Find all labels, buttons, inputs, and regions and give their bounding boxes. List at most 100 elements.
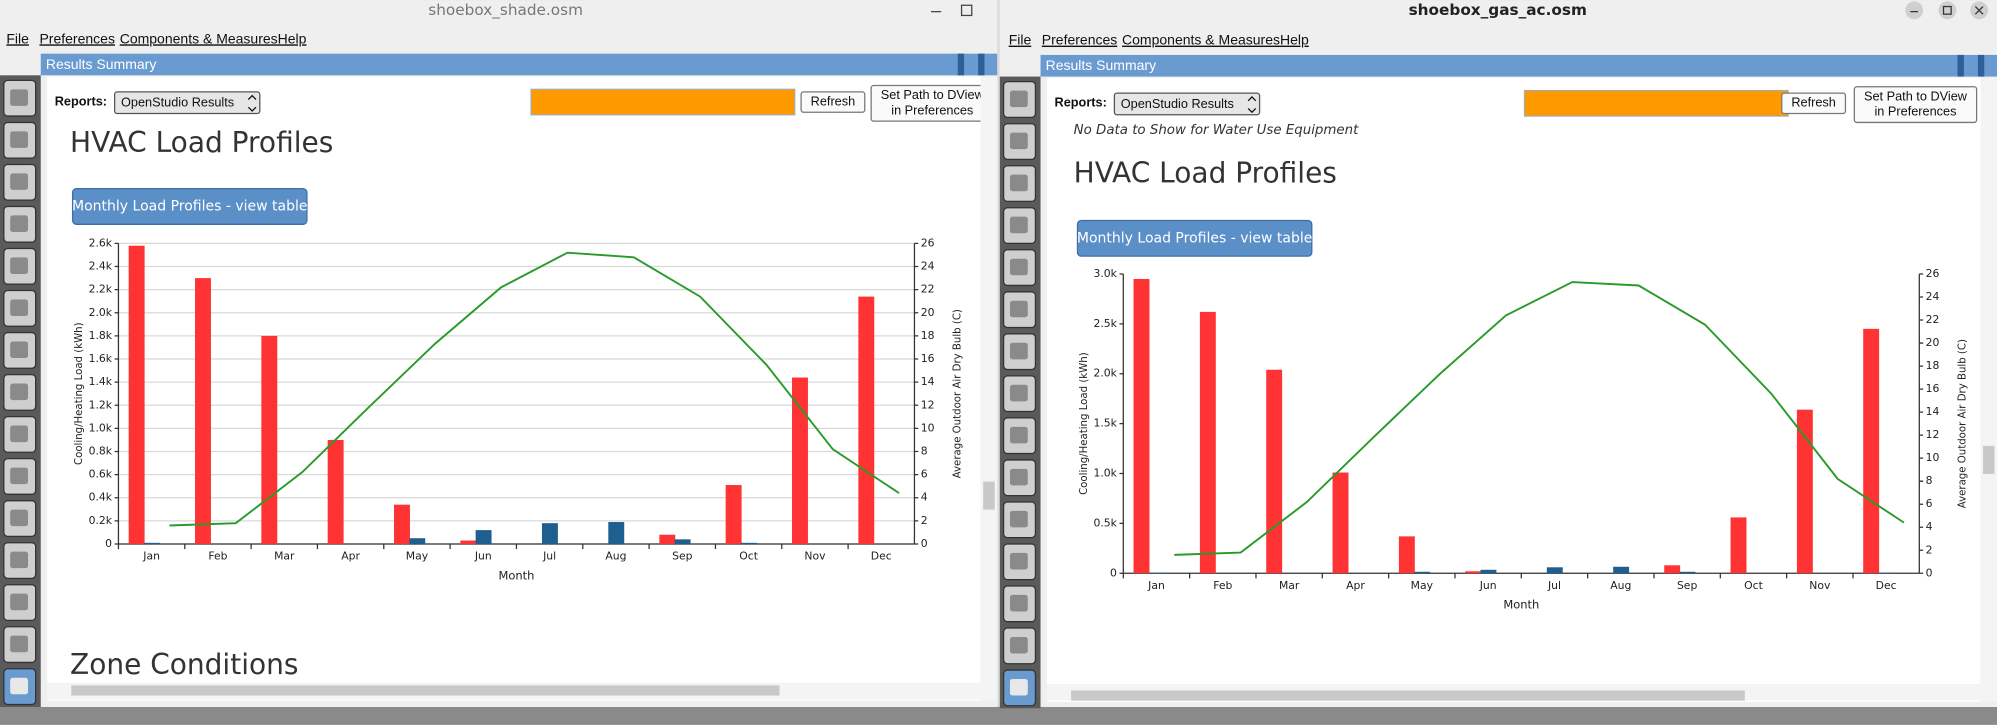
x-tick-label: Dec [1876,579,1897,592]
reports-dropdown[interactable] [1113,92,1261,116]
bar [1796,409,1813,574]
menu-item[interactable]: Preferences [1042,32,1117,48]
bar [740,542,757,544]
x-axis-label: Month [1503,598,1539,612]
toolbar-icon [1009,342,1028,360]
toolbar-icon [10,257,29,274]
menu-item[interactable]: Help [278,30,307,46]
x-tick-label: Dec [871,550,892,563]
bar [1863,328,1880,574]
dview-button[interactable] [870,84,993,122]
y-tick-label: 2.6k [89,236,113,249]
bar [261,335,278,544]
y2-tick-label: 14 [921,375,935,388]
toolbar-icon [1009,90,1028,108]
x-tick-label: Mar [274,550,295,563]
toolbar-icon [10,383,29,401]
bar [1465,571,1482,574]
vertical-scrollbar[interactable] [980,76,998,701]
y2-axis-label: Average Outdoor Air Dry Bulb (C) [953,309,964,478]
x-tick-label: Oct [739,550,758,563]
y2-tick-label: 20 [921,306,935,319]
panel-header-accent [978,53,985,76]
toolbar-icon [10,467,29,485]
toolbar-icon [1009,384,1028,402]
panel-header-accent [1977,54,1985,77]
reports-dropdown[interactable] [113,91,261,115]
panel-header-accent [957,53,965,76]
x-tick-label: Nov [804,550,826,563]
menu-item[interactable]: Components & Measures [120,30,278,46]
y2-tick-label: 16 [1926,382,1940,395]
refresh-button[interactable] [800,91,866,113]
vertical-scrollbar[interactable] [1980,77,1997,702]
x-tick-label: Apr [1346,579,1365,592]
y-tick-label: 0.2k [89,514,113,527]
vertical-scroll-thumb[interactable] [1982,445,1995,474]
refresh-button[interactable] [1781,92,1847,115]
y2-tick-label: 24 [921,260,935,273]
y-tick-label: 0 [105,537,112,550]
toolbar-icon [10,509,29,527]
panel-title: Results Summary [1046,57,1156,73]
bar [195,278,211,544]
y2-tick-label: 2 [921,514,928,527]
reports-value: OpenStudio Results [121,95,234,110]
bar [409,538,426,544]
bar [541,523,558,544]
y-tick-label: 1.2k [89,398,113,411]
menu-item[interactable]: Preferences [39,30,114,46]
view-table-button[interactable] [1076,219,1313,257]
bar [327,439,344,544]
y-tick-label: 0 [1110,566,1117,579]
toolbar-icon [10,425,29,443]
vertical-scroll-thumb[interactable] [983,481,995,510]
y2-tick-label: 22 [921,283,935,296]
minimize-button[interactable] [1905,1,1924,20]
y2-tick-label: 12 [921,398,935,411]
reports-value: OpenStudio Results [1121,96,1234,111]
dview-path-field[interactable] [1523,89,1789,117]
y2-tick-label: 22 [1926,313,1940,326]
menu-item[interactable]: Components & Measures [1122,32,1280,48]
note: No Data to Show for Water Use Equipment [1074,123,1359,138]
y-tick-label: 1.4k [89,375,113,388]
maximize-button[interactable] [960,4,973,17]
bottom-strip [0,707,1997,725]
toolbar-icon [1009,678,1028,696]
y-tick-label: 0.8k [89,445,113,458]
y2-tick-label: 4 [1926,520,1933,533]
dview-path-field[interactable] [530,88,796,116]
horizontal-scroll-thumb[interactable] [1071,690,1745,701]
toolbar-icon [10,173,29,190]
y2-tick-label: 8 [921,445,928,458]
y2-tick-label: 6 [921,468,928,481]
maximize-icon [1942,5,1952,15]
toolbar-icon [10,635,29,653]
x-tick-label: Oct [1744,579,1763,592]
bar [1133,278,1150,574]
toolbar-icon [1009,258,1028,276]
menu-item[interactable]: Help [1280,32,1309,48]
x-tick-label: Apr [341,550,360,563]
dview-button[interactable] [1853,86,1978,124]
bar [1332,472,1349,574]
line-series [1174,281,1905,556]
horizontal-scroll-thumb[interactable] [71,685,780,696]
toolbar-icon [10,299,29,317]
window: shoebox_gas_ac.osm File Preferences Compone… [999,0,1997,709]
view-table-button[interactable] [71,188,308,225]
maximize-button[interactable] [1938,1,1957,20]
bar [1546,567,1563,574]
y-axis-label: Cooling/Heating Load (kWh) [1079,352,1090,495]
menu-item[interactable]: File [6,30,29,46]
section-heading: Zone Conditions [70,648,298,681]
reports-label: Reports: [1055,95,1107,110]
toolbar-icon [10,551,29,569]
x-tick-label: Jun [1479,579,1497,592]
menu-item[interactable]: File [1009,32,1032,48]
bar [143,542,160,544]
y2-tick-label: 18 [921,329,935,342]
y2-tick-label: 10 [921,421,935,434]
